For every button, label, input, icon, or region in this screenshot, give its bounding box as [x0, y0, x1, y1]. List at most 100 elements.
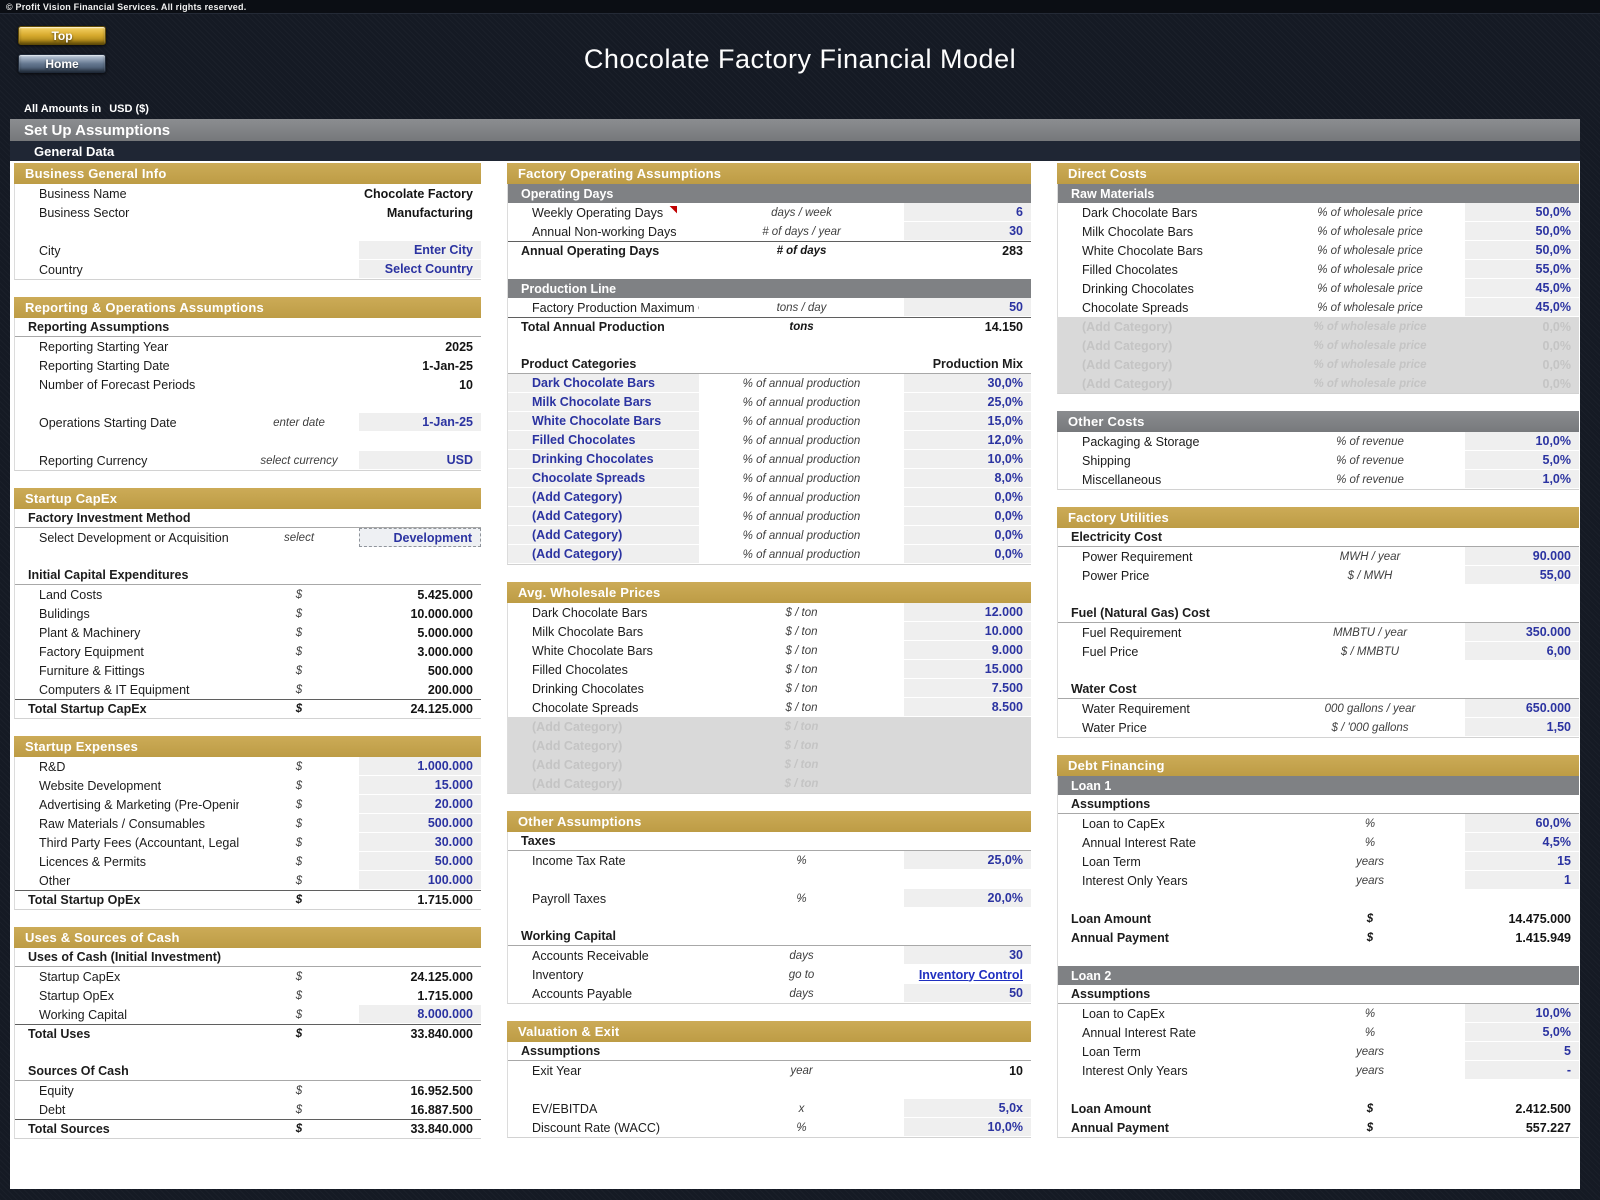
unit-label: select [283, 531, 315, 544]
input-income-tax-rate[interactable]: 25,0% [904, 851, 1031, 870]
row-water-price: Water Price $ / '000 gallons 1,50 [1058, 718, 1579, 737]
input-factory-production-maximum-capacity[interactable]: 50 [904, 298, 1031, 317]
input-loan-term[interactable]: 15 [1465, 852, 1579, 871]
input-ev-ebitda[interactable]: 5,0x [904, 1099, 1031, 1118]
input-loan-to-capex[interactable]: 60,0% [1465, 814, 1579, 833]
label-text: Income Tax Rate [532, 853, 626, 868]
label-text: Chocolate Spreads [1082, 300, 1189, 315]
input-category-name[interactable]: Filled Chocolates [508, 431, 699, 450]
input-add-category[interactable]: 0,0% [904, 507, 1031, 526]
input-dark-chocolate-bars[interactable]: 50,0% [1465, 203, 1579, 222]
label-loan-term: Loan Term [1058, 1042, 1275, 1061]
input-city[interactable]: Enter City [359, 241, 481, 260]
input-payroll-taxes[interactable]: 20,0% [904, 889, 1031, 908]
input-dark-chocolate-bars[interactable]: 30,0% [904, 374, 1031, 393]
input-country[interactable]: Select Country [359, 260, 481, 279]
input-fuel-price[interactable]: 6,00 [1465, 642, 1579, 661]
input-white-chocolate-bars[interactable]: 50,0% [1465, 241, 1579, 260]
input-category-name[interactable]: Dark Chocolate Bars [508, 374, 699, 393]
input-annual-interest-rate[interactable]: 5,0% [1465, 1023, 1579, 1042]
label-product-categories: Product Categories [508, 355, 699, 373]
unit-label: $ [295, 894, 303, 906]
label-text: Annual Payment [1071, 1120, 1169, 1135]
label-text: Initial Capital Expenditures [28, 568, 189, 582]
input-white-chocolate-bars[interactable]: 15,0% [904, 412, 1031, 431]
input-category-name[interactable]: (Add Category) [508, 488, 699, 507]
input-add-category[interactable]: 0,0% [904, 545, 1031, 564]
input-accounts-receivable[interactable]: 30 [904, 946, 1031, 965]
input-working-capital[interactable]: 8.000.000 [359, 1005, 481, 1024]
label-text: Miscellaneous [1082, 472, 1162, 487]
input-milk-chocolate-bars[interactable]: 50,0% [1465, 222, 1579, 241]
input-third-party-fees-accountant-legal-etc[interactable]: 30.000 [359, 833, 481, 852]
unit-label: % of annual production [742, 491, 861, 504]
input-filled-chocolates[interactable]: 12,0% [904, 431, 1031, 450]
input-accounts-payable[interactable]: 50 [904, 984, 1031, 1003]
link-inventory-control[interactable]: Inventory Control [918, 967, 1023, 982]
input-power-requirement[interactable]: 90.000 [1465, 547, 1579, 566]
unit-label: % of wholesale price [1313, 358, 1427, 371]
label-text: (Add Category) [532, 528, 623, 542]
input-water-price[interactable]: 1,50 [1465, 718, 1579, 737]
home-button[interactable]: Home [18, 54, 106, 73]
label-number-of-forecast-periods: Number of Forecast Periods [15, 375, 239, 394]
value-annual-payment: 557.227 [1525, 1120, 1571, 1135]
input-category-name[interactable]: Milk Chocolate Bars [508, 393, 699, 412]
colhead-right-label: Production Mix [932, 357, 1023, 371]
input-operations-starting-date[interactable]: 1-Jan-25 [359, 413, 481, 432]
input-dark-chocolate-bars[interactable]: 12.000 [904, 603, 1031, 622]
input-loan-term[interactable]: 5 [1465, 1042, 1579, 1061]
input-chocolate-spreads[interactable]: 8,0% [904, 469, 1031, 488]
input-fuel-requirement[interactable]: 350.000 [1465, 623, 1579, 642]
input-weekly-operating-days[interactable]: 6 [904, 203, 1031, 222]
input-add-category[interactable]: 0,0% [904, 488, 1031, 507]
input-power-price[interactable]: 55,00 [1465, 566, 1579, 585]
input-white-chocolate-bars[interactable]: 9.000 [904, 641, 1031, 660]
input-website-development[interactable]: 15.000 [359, 776, 481, 795]
input-drinking-chocolates[interactable]: 45,0% [1465, 279, 1579, 298]
input-chocolate-spreads[interactable]: 45,0% [1465, 298, 1579, 317]
row-reporting-assumptions: Reporting Assumptions [15, 318, 481, 337]
input-raw-materials-consumables[interactable]: 500.000 [359, 814, 481, 833]
input-filled-chocolates[interactable]: 15.000 [904, 660, 1031, 679]
input-filled-chocolates[interactable]: 55,0% [1465, 260, 1579, 279]
unit-label: $ [1366, 1121, 1374, 1134]
input-shipping[interactable]: 5,0% [1465, 451, 1579, 470]
unit-label: $ / ton [784, 758, 819, 771]
input-chocolate-spreads[interactable]: 8.500 [904, 698, 1031, 717]
input-interest-only-years[interactable]: 1 [1465, 871, 1579, 890]
input-licences-permits[interactable]: 50.000 [359, 852, 481, 871]
input-milk-chocolate-bars[interactable]: 10.000 [904, 622, 1031, 641]
input-drinking-chocolates[interactable]: 7.500 [904, 679, 1031, 698]
subsection-title: Operating Days [521, 186, 614, 201]
label-text: White Chocolate Bars [532, 643, 653, 658]
select-select-development-or-acquisition[interactable]: Development [359, 528, 481, 547]
input-add-category[interactable]: 0,0% [904, 526, 1031, 545]
input-category-name[interactable]: White Chocolate Bars [508, 412, 699, 431]
input-reporting-currency[interactable]: USD [359, 451, 481, 470]
input-category-name[interactable]: Chocolate Spreads [508, 469, 699, 488]
input-discount-rate-wacc[interactable]: 10,0% [904, 1118, 1031, 1137]
input-category-name[interactable]: (Add Category) [508, 526, 699, 545]
input-miscellaneous[interactable]: 1,0% [1465, 470, 1579, 489]
label-text: Total Annual Production [521, 320, 665, 334]
input-r-d[interactable]: 1.000.000 [359, 757, 481, 776]
label-text: Water Price [1082, 720, 1147, 735]
input-water-requirement[interactable]: 650.000 [1465, 699, 1579, 718]
input-advertising-marketing-pre-opening[interactable]: 20.000 [359, 795, 481, 814]
input-other[interactable]: 100.000 [359, 871, 481, 890]
input-milk-chocolate-bars[interactable]: 25,0% [904, 393, 1031, 412]
input-packaging-storage[interactable]: 10,0% [1465, 432, 1579, 451]
input-annual-non-working-days[interactable]: 30 [904, 222, 1031, 241]
top-button[interactable]: Top [18, 26, 106, 45]
input-category-name[interactable]: (Add Category) [508, 545, 699, 564]
input-annual-interest-rate[interactable]: 4,5% [1465, 833, 1579, 852]
input-category-name[interactable]: Drinking Chocolates [508, 450, 699, 469]
input-loan-to-capex[interactable]: 10,0% [1465, 1004, 1579, 1023]
row-milk-chocolate-bars: Milk Chocolate Bars % of wholesale price 5… [1058, 222, 1579, 241]
row-uses-of-cash-initial-investment: Uses of Cash (Initial Investment) [15, 948, 481, 967]
row-reporting-currency: Reporting Currency select currency USD [15, 451, 481, 470]
input-interest-only-years[interactable]: - [1465, 1061, 1579, 1080]
input-category-name[interactable]: (Add Category) [508, 507, 699, 526]
input-drinking-chocolates[interactable]: 10,0% [904, 450, 1031, 469]
